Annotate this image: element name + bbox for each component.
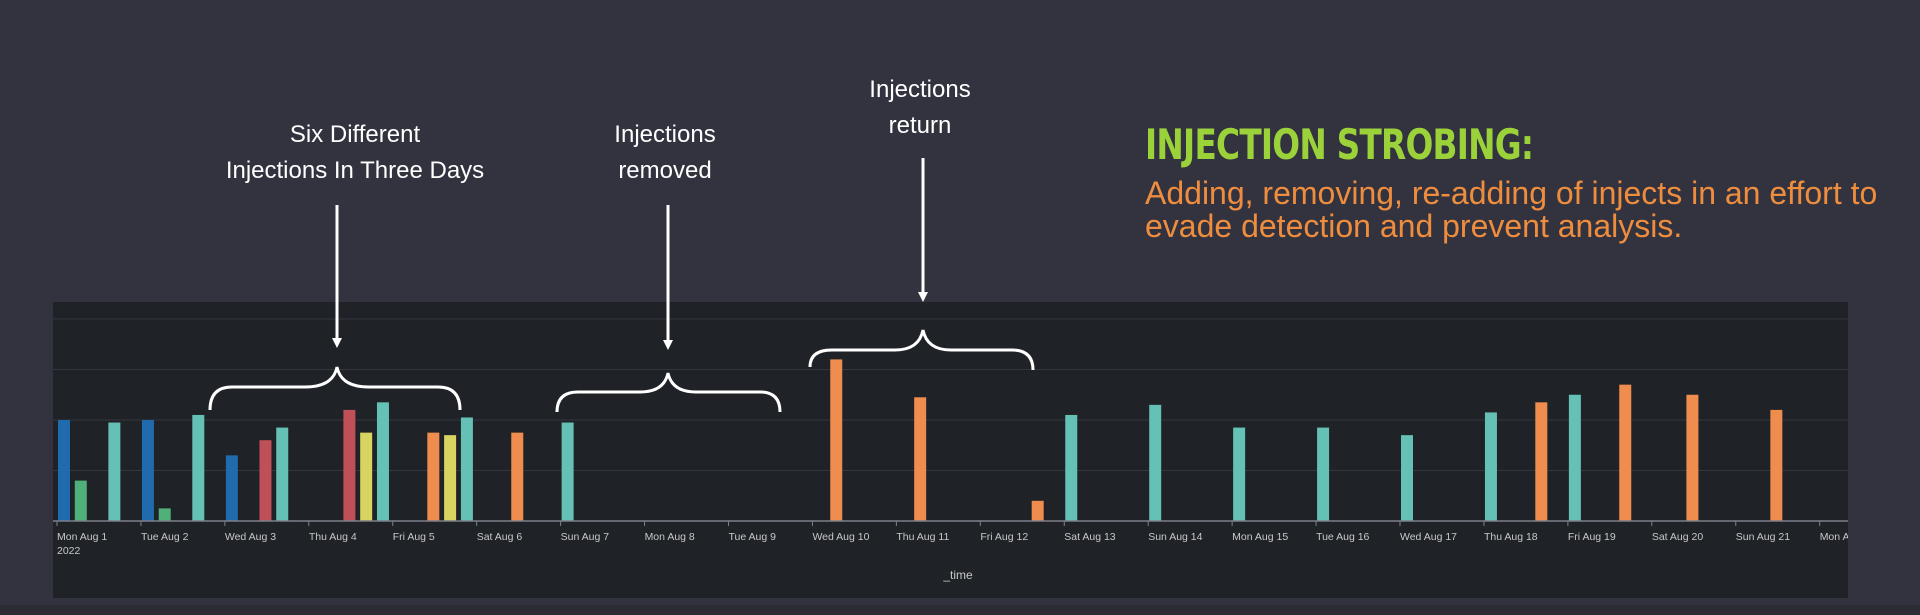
chart-bar xyxy=(1568,394,1581,521)
bottom-edge xyxy=(0,605,1920,615)
x-tick-label: Sun Aug 14 xyxy=(1148,531,1202,543)
x-tick-label: Sun Aug 7 xyxy=(561,531,610,543)
bracket-six-injections xyxy=(208,366,462,411)
chart-bar xyxy=(192,414,205,521)
chart-bar xyxy=(58,420,70,521)
bracket-injections-removed xyxy=(555,372,782,413)
chart-bar xyxy=(108,422,121,521)
x-tick-year-label: 2022 xyxy=(57,545,81,557)
chart-bar xyxy=(830,359,843,521)
x-tick-label: Sun Aug 21 xyxy=(1736,531,1790,543)
chart-bar xyxy=(225,455,238,521)
chart-bar xyxy=(141,420,154,521)
slide-description: Adding, removing, re-adding of injects i… xyxy=(1145,175,1878,244)
chart-bar xyxy=(427,432,440,521)
chart-bar xyxy=(1770,409,1783,521)
chart-bar xyxy=(1317,427,1330,521)
chart-bar xyxy=(158,508,171,521)
chart-bar xyxy=(360,432,373,521)
x-axis-label: _time xyxy=(942,568,973,582)
annotation-injections-return: Injections return xyxy=(820,72,1020,144)
x-tick-label: Fri Aug 5 xyxy=(393,531,435,543)
x-tick-label: Tue Aug 9 xyxy=(729,531,777,543)
x-tick-label: Thu Aug 11 xyxy=(896,531,949,543)
x-tick-label: Fri Aug 12 xyxy=(980,531,1028,543)
x-tick-label: Mon Aug 1 xyxy=(57,531,107,543)
x-tick-label: Wed Aug 10 xyxy=(812,531,869,543)
chart-bar xyxy=(1233,427,1246,521)
chart-bar xyxy=(460,417,473,521)
x-tick-label: Sat Aug 6 xyxy=(477,531,523,543)
chart-bar xyxy=(1619,384,1632,521)
annotation-removed-line1: Injections xyxy=(614,121,716,148)
chart-bar xyxy=(1484,412,1497,521)
chart-bar xyxy=(1065,414,1078,521)
annotation-six-injections-line1: Six Different xyxy=(289,121,421,148)
annotation-return-line1: Injections xyxy=(869,76,971,103)
chart-bar xyxy=(1535,402,1548,521)
x-tick-label: Fri Aug 19 xyxy=(1568,531,1616,543)
x-tick-label: Wed Aug 17 xyxy=(1400,531,1457,543)
chart-bar xyxy=(511,432,524,521)
chart-bar xyxy=(343,409,356,521)
chart-bar xyxy=(276,427,289,521)
chart-bar xyxy=(1031,500,1044,521)
annotation-return-line2: return xyxy=(888,112,952,139)
bar-chart: Mon Aug 1 Tue Aug 2 Wed Aug 3 Thu Aug 4 Fri … xyxy=(53,318,1848,582)
chart-bar xyxy=(376,402,389,521)
chart-bar xyxy=(1686,394,1699,521)
chart-bar xyxy=(1401,435,1414,521)
x-tick-label: Tue Aug 16 xyxy=(1316,531,1369,543)
chart-bars xyxy=(58,359,1783,521)
x-tick-label: Thu Aug 4 xyxy=(309,531,357,543)
chart-bar xyxy=(561,422,574,521)
x-tick-label: Sat Aug 20 xyxy=(1652,531,1704,543)
slide-headline: INJECTION STROBING: xyxy=(1145,120,1534,169)
x-tick-label: Mon Aug 22 xyxy=(1820,531,1848,543)
x-tick-label: Tue Aug 2 xyxy=(141,531,189,543)
annotation-six-injections: Six Different Injections In Three Days xyxy=(195,117,515,189)
bracket-injections-return xyxy=(808,329,1035,371)
chart-bar xyxy=(914,397,927,521)
chart-bar xyxy=(1149,404,1162,521)
chart-bar xyxy=(259,440,272,521)
annotation-six-injections-line2: Injections In Three Days xyxy=(225,157,485,184)
x-tick-label: Mon Aug 8 xyxy=(645,531,695,543)
chart-bar xyxy=(74,480,87,521)
x-tick-label: Thu Aug 18 xyxy=(1484,531,1538,543)
x-tick-label: Mon Aug 15 xyxy=(1232,531,1288,543)
annotation-injections-removed: Injections removed xyxy=(565,117,765,189)
x-tick-label: Sat Aug 13 xyxy=(1064,531,1116,543)
annotation-removed-line2: removed xyxy=(618,157,712,184)
chart-x-axis: Mon Aug 1 Tue Aug 2 Wed Aug 3 Thu Aug 4 Fri … xyxy=(53,520,1848,557)
chart-bar xyxy=(444,435,457,521)
x-tick-label: Wed Aug 3 xyxy=(225,531,276,543)
